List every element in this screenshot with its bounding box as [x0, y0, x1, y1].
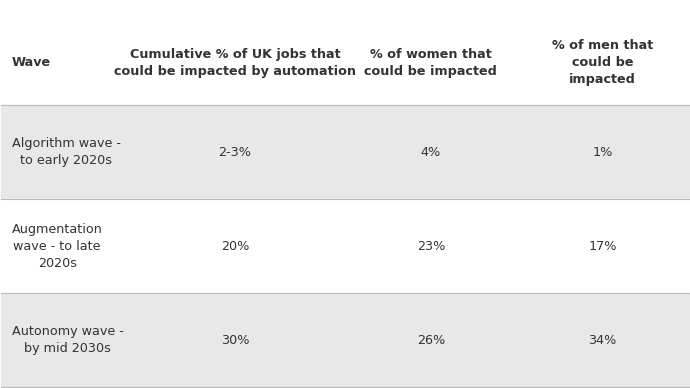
Text: 30%: 30% — [221, 334, 249, 346]
Text: Autonomy wave -
by mid 2030s: Autonomy wave - by mid 2030s — [12, 325, 124, 355]
Text: 1%: 1% — [593, 146, 613, 159]
Text: 34%: 34% — [589, 334, 617, 346]
Text: % of men that
could be
impacted: % of men that could be impacted — [552, 39, 653, 86]
Text: 20%: 20% — [221, 239, 249, 253]
Text: Cumulative % of UK jobs that
could be impacted by automation: Cumulative % of UK jobs that could be im… — [114, 48, 356, 78]
Bar — [1, 199, 689, 293]
Text: 4%: 4% — [421, 146, 441, 159]
Text: 23%: 23% — [417, 239, 445, 253]
Text: Wave: Wave — [12, 56, 51, 69]
Text: % of women that
could be impacted: % of women that could be impacted — [364, 48, 497, 78]
Text: 17%: 17% — [589, 239, 617, 253]
Text: Algorithm wave -
to early 2020s: Algorithm wave - to early 2020s — [12, 137, 121, 167]
Bar — [1, 21, 689, 105]
Bar — [1, 105, 689, 199]
Text: 2-3%: 2-3% — [219, 146, 252, 159]
Bar — [1, 293, 689, 387]
Text: Augmentation
wave - to late
2020s: Augmentation wave - to late 2020s — [12, 222, 103, 270]
Text: 26%: 26% — [417, 334, 445, 346]
